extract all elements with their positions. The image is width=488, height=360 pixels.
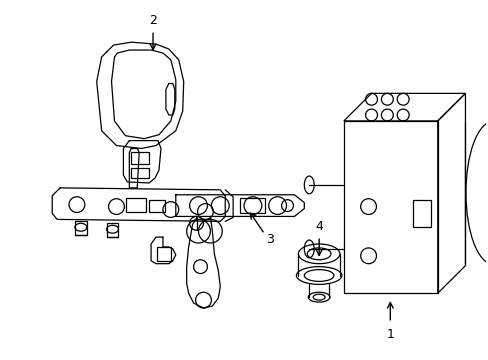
Bar [343, 121, 437, 293]
Bar [149, 200, 164, 212]
Bar [131, 152, 149, 164]
Bar [157, 247, 170, 261]
Bar [240, 198, 264, 213]
Bar [131, 168, 149, 178]
Text: 4: 4 [315, 220, 323, 233]
Text: 1: 1 [386, 328, 393, 341]
Bar [412, 200, 430, 227]
Text: 3: 3 [265, 233, 273, 246]
Bar [126, 198, 146, 212]
Bar [106, 223, 118, 237]
Bar [75, 221, 87, 235]
Text: 2: 2 [149, 14, 157, 27]
